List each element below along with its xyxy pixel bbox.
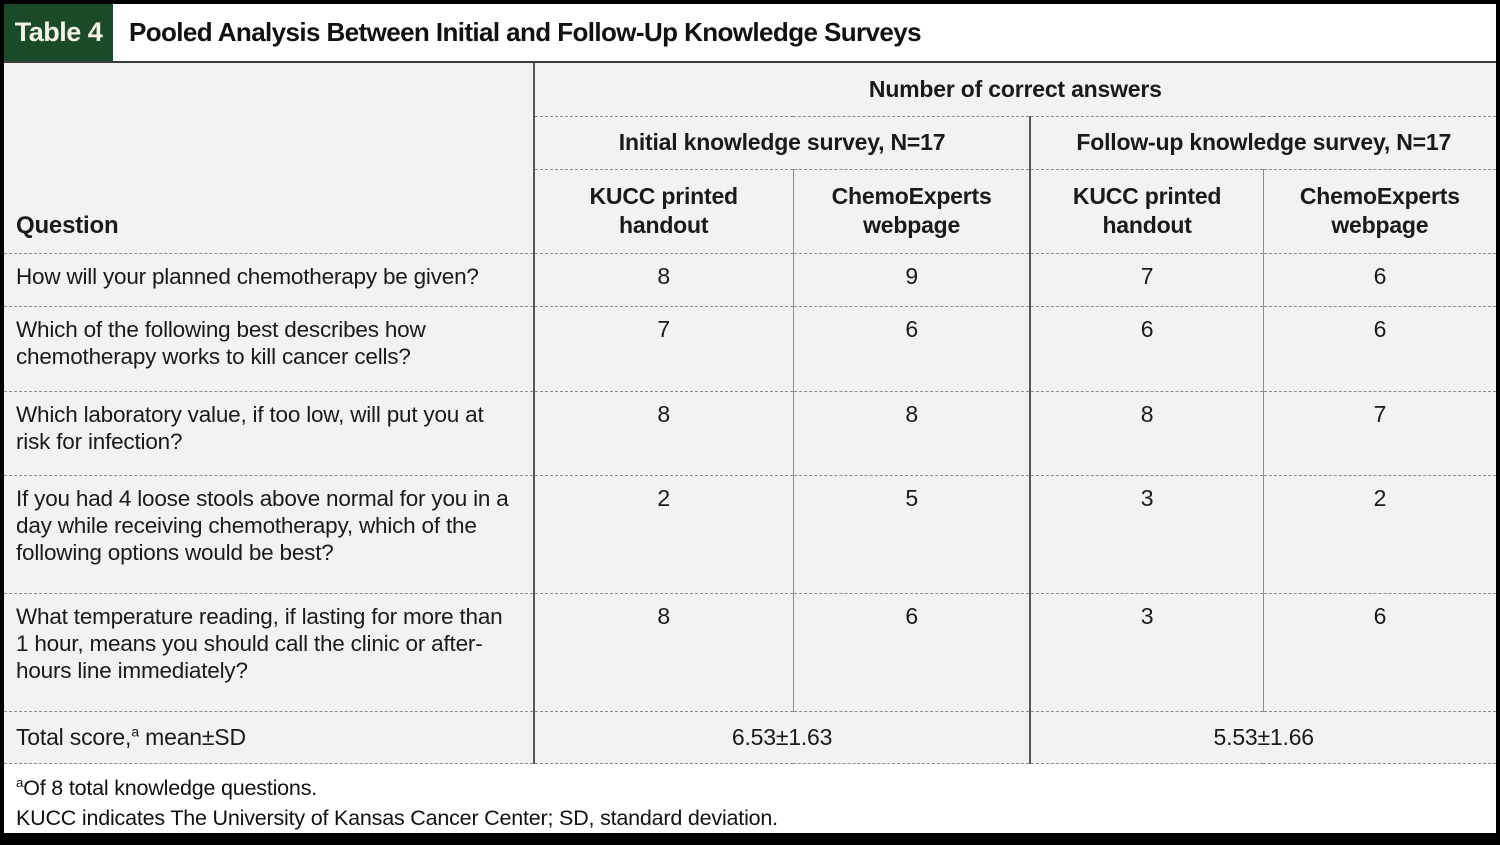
table-row: How will your planned chemotherapy be gi… [4,253,1496,307]
total-label-suffix: mean±SD [138,723,246,750]
total-score-label: Total score,a mean±SD [4,711,534,764]
value-cell: 6 [792,306,1031,392]
title-bar: Table 4 Pooled Analysis Between Initial … [4,4,1496,61]
table-row: Which laboratory value, if too low, will… [4,391,1496,476]
value-cell: 2 [1262,475,1496,594]
value-cell: 8 [1029,391,1264,476]
table-row: What temperature reading, if lasting for… [4,593,1496,712]
total-value-followup: 5.53±1.66 [1029,711,1496,764]
group-header-followup-survey: Follow-up knowledge survey, N=17 [1029,116,1496,170]
table-region: Question Number of correct answers Initi… [4,61,1496,764]
total-label-prefix: Total score, [16,723,132,750]
column-header-initial-chemoexperts-webpage: ChemoExperts webpage [792,169,1031,254]
value-cell: 7 [1029,253,1264,307]
value-cell: 9 [792,253,1031,307]
column-header-question: Question [4,63,534,254]
question-cell: What temperature reading, if lasting for… [4,593,534,712]
footnote-a-text: Of 8 total knowledge questions. [23,775,318,800]
footnote-abbreviations: KUCC indicates The University of Kansas … [16,806,778,831]
knowledge-survey-table: Question Number of correct answers Initi… [4,63,1496,764]
value-cell: 3 [1029,475,1264,594]
column-header-followup-kucc-handout: KUCC printed handout [1029,169,1264,254]
value-cell: 3 [1029,593,1264,712]
value-cell: 7 [1262,391,1496,476]
value-cell: 2 [532,475,794,594]
question-cell: Which of the following best describes ho… [4,306,534,392]
footnote-a: aOf 8 total knowledge questions. [16,773,1484,804]
value-cell: 6 [1262,593,1496,712]
total-row: Total score,a mean±SD 6.53±1.63 5.53±1.6… [4,711,1496,764]
total-value-initial: 6.53±1.63 [532,711,1031,764]
value-cell: 6 [792,593,1031,712]
total-label-footnote-marker: a [131,723,139,740]
value-cell: 6 [1262,306,1496,392]
question-cell: Which laboratory value, if too low, will… [4,391,534,476]
table-row: If you had 4 loose stools above normal f… [4,475,1496,594]
value-cell: 6 [1262,253,1496,307]
footnote-a-marker: a [16,774,24,790]
question-cell: How will your planned chemotherapy be gi… [4,253,534,307]
value-cell: 8 [792,391,1031,476]
value-cell: 8 [532,593,794,712]
value-cell: 8 [532,391,794,476]
page-title: Pooled Analysis Between Initial and Foll… [129,17,922,47]
table-row: Which of the following best describes ho… [4,306,1496,392]
question-cell: If you had 4 loose stools above normal f… [4,475,534,594]
value-cell: 8 [532,253,794,307]
value-cell: 7 [532,306,794,392]
value-cell: 5 [792,475,1031,594]
footnotes: aOf 8 total knowledge questions. KUCC in… [4,763,1496,833]
table-number-badge: Table 4 [4,4,113,61]
column-header-initial-kucc-handout: KUCC printed handout [532,169,794,254]
group-header-initial-survey: Initial knowledge survey, N=17 [532,116,1031,170]
header-number-of-correct-answers: Number of correct answers [532,63,1496,117]
column-header-followup-chemoexperts-webpage: ChemoExperts webpage [1262,169,1496,254]
value-cell: 6 [1029,306,1264,392]
